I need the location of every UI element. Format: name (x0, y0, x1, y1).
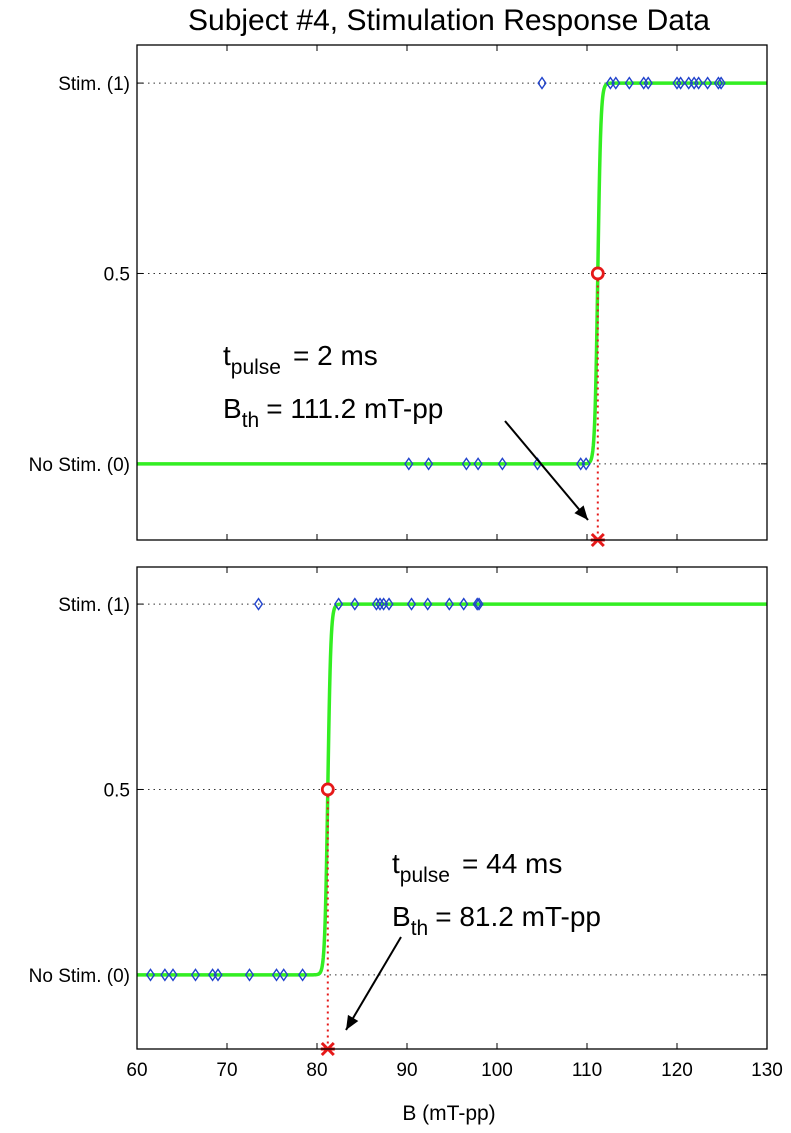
bottom-xtick-label: 80 (306, 1060, 327, 1081)
bottom-ytick-label: No Stim. (0) (29, 966, 130, 987)
bottom-data-point (423, 597, 433, 611)
bottom-data-point (297, 968, 308, 982)
bottom-fit-curve (137, 602, 767, 977)
bottom-data-point (253, 597, 264, 611)
top-arrow-head (574, 505, 588, 520)
bottom-xtick-label: 100 (481, 1060, 513, 1081)
bottom-annotation-arrow (345, 936, 402, 1031)
top-threshold-circle (590, 266, 605, 281)
top-ytick-label: 0.5 (104, 264, 130, 285)
bottom-panel: No Stim. (0) 0.5 Stim. (1) 60 70 80 90 100 110 12… (29, 566, 783, 1081)
bottom-data-point (244, 968, 255, 982)
bottom-data-point (213, 968, 223, 982)
top-axes-box (136, 44, 768, 541)
top-data-point (716, 76, 726, 90)
top-pulse-label: tpulse = 2 ms (223, 340, 378, 379)
bottom-data-point (160, 968, 170, 982)
bottom-ytick-label: Stim. (1) (58, 595, 130, 616)
top-panel: No Stim. (0) 0.5 Stim. (1) (29, 44, 768, 548)
top-data-point (404, 457, 414, 471)
bottom-data-point (384, 597, 394, 611)
top-data-point (624, 76, 634, 90)
bottom-data-point (271, 968, 282, 982)
bottom-data-point (350, 597, 360, 611)
bottom-annotation: tpulse = 44 ms Bth = 81.2 mT-pp (392, 848, 601, 940)
top-data-point (611, 76, 621, 90)
bottom-data-point (444, 597, 454, 611)
top-data-point (675, 76, 686, 90)
bottom-data-point (145, 968, 156, 982)
bottom-data-point (474, 597, 484, 611)
top-data-point (473, 457, 483, 471)
top-annotation-arrow (504, 420, 589, 521)
top-data-point (423, 457, 434, 471)
top-data-point (643, 76, 653, 90)
figure-title: Subject #4, Stimulation Response Data (188, 4, 710, 37)
top-data-point (461, 457, 472, 471)
top-data-point (537, 76, 547, 90)
bottom-data-point (406, 597, 417, 611)
bottom-threshold-label: Bth = 81.2 mT-pp (392, 901, 601, 940)
bottom-xtick-label: 130 (751, 1060, 783, 1081)
bottom-data-point (279, 968, 289, 982)
top-data-point (693, 76, 704, 90)
bottom-arrow-head (346, 1014, 359, 1030)
bottom-xtick-label: 110 (572, 1060, 602, 1081)
top-annotation: tpulse = 2 ms Bth = 111.2 mT-pp (223, 340, 443, 432)
bottom-threshold-circle (320, 782, 335, 797)
bottom-data-point (190, 968, 201, 982)
x-axis-label: B (mT-pp) (402, 1102, 495, 1125)
bottom-data-point (459, 597, 469, 611)
top-fit-curve (137, 81, 767, 466)
top-data-point (581, 457, 591, 471)
bottom-data-point (371, 597, 382, 611)
top-data-point (497, 457, 508, 471)
bottom-data-point (168, 968, 178, 982)
top-ytick-label: Stim. (1) (58, 74, 130, 95)
top-threshold-label: Bth = 111.2 mT-pp (223, 393, 443, 432)
bottom-data-point (333, 597, 344, 611)
bottom-xtick-label: 70 (216, 1060, 237, 1081)
top-data-point (713, 76, 724, 90)
bottom-xtick-label: 90 (396, 1060, 417, 1081)
bottom-pulse-label: tpulse = 44 ms (392, 848, 562, 887)
top-data-point (672, 76, 682, 90)
bottom-ytick-label: 0.5 (104, 780, 130, 801)
top-data-point (702, 76, 713, 90)
bottom-xtick-label: 60 (126, 1060, 147, 1081)
bottom-axes-box (136, 566, 768, 1050)
top-ytick-label: No Stim. (0) (29, 455, 130, 476)
bottom-xtick-label: 120 (661, 1060, 693, 1081)
bottom-data-point (375, 597, 385, 611)
bottom-data-point (472, 597, 482, 611)
